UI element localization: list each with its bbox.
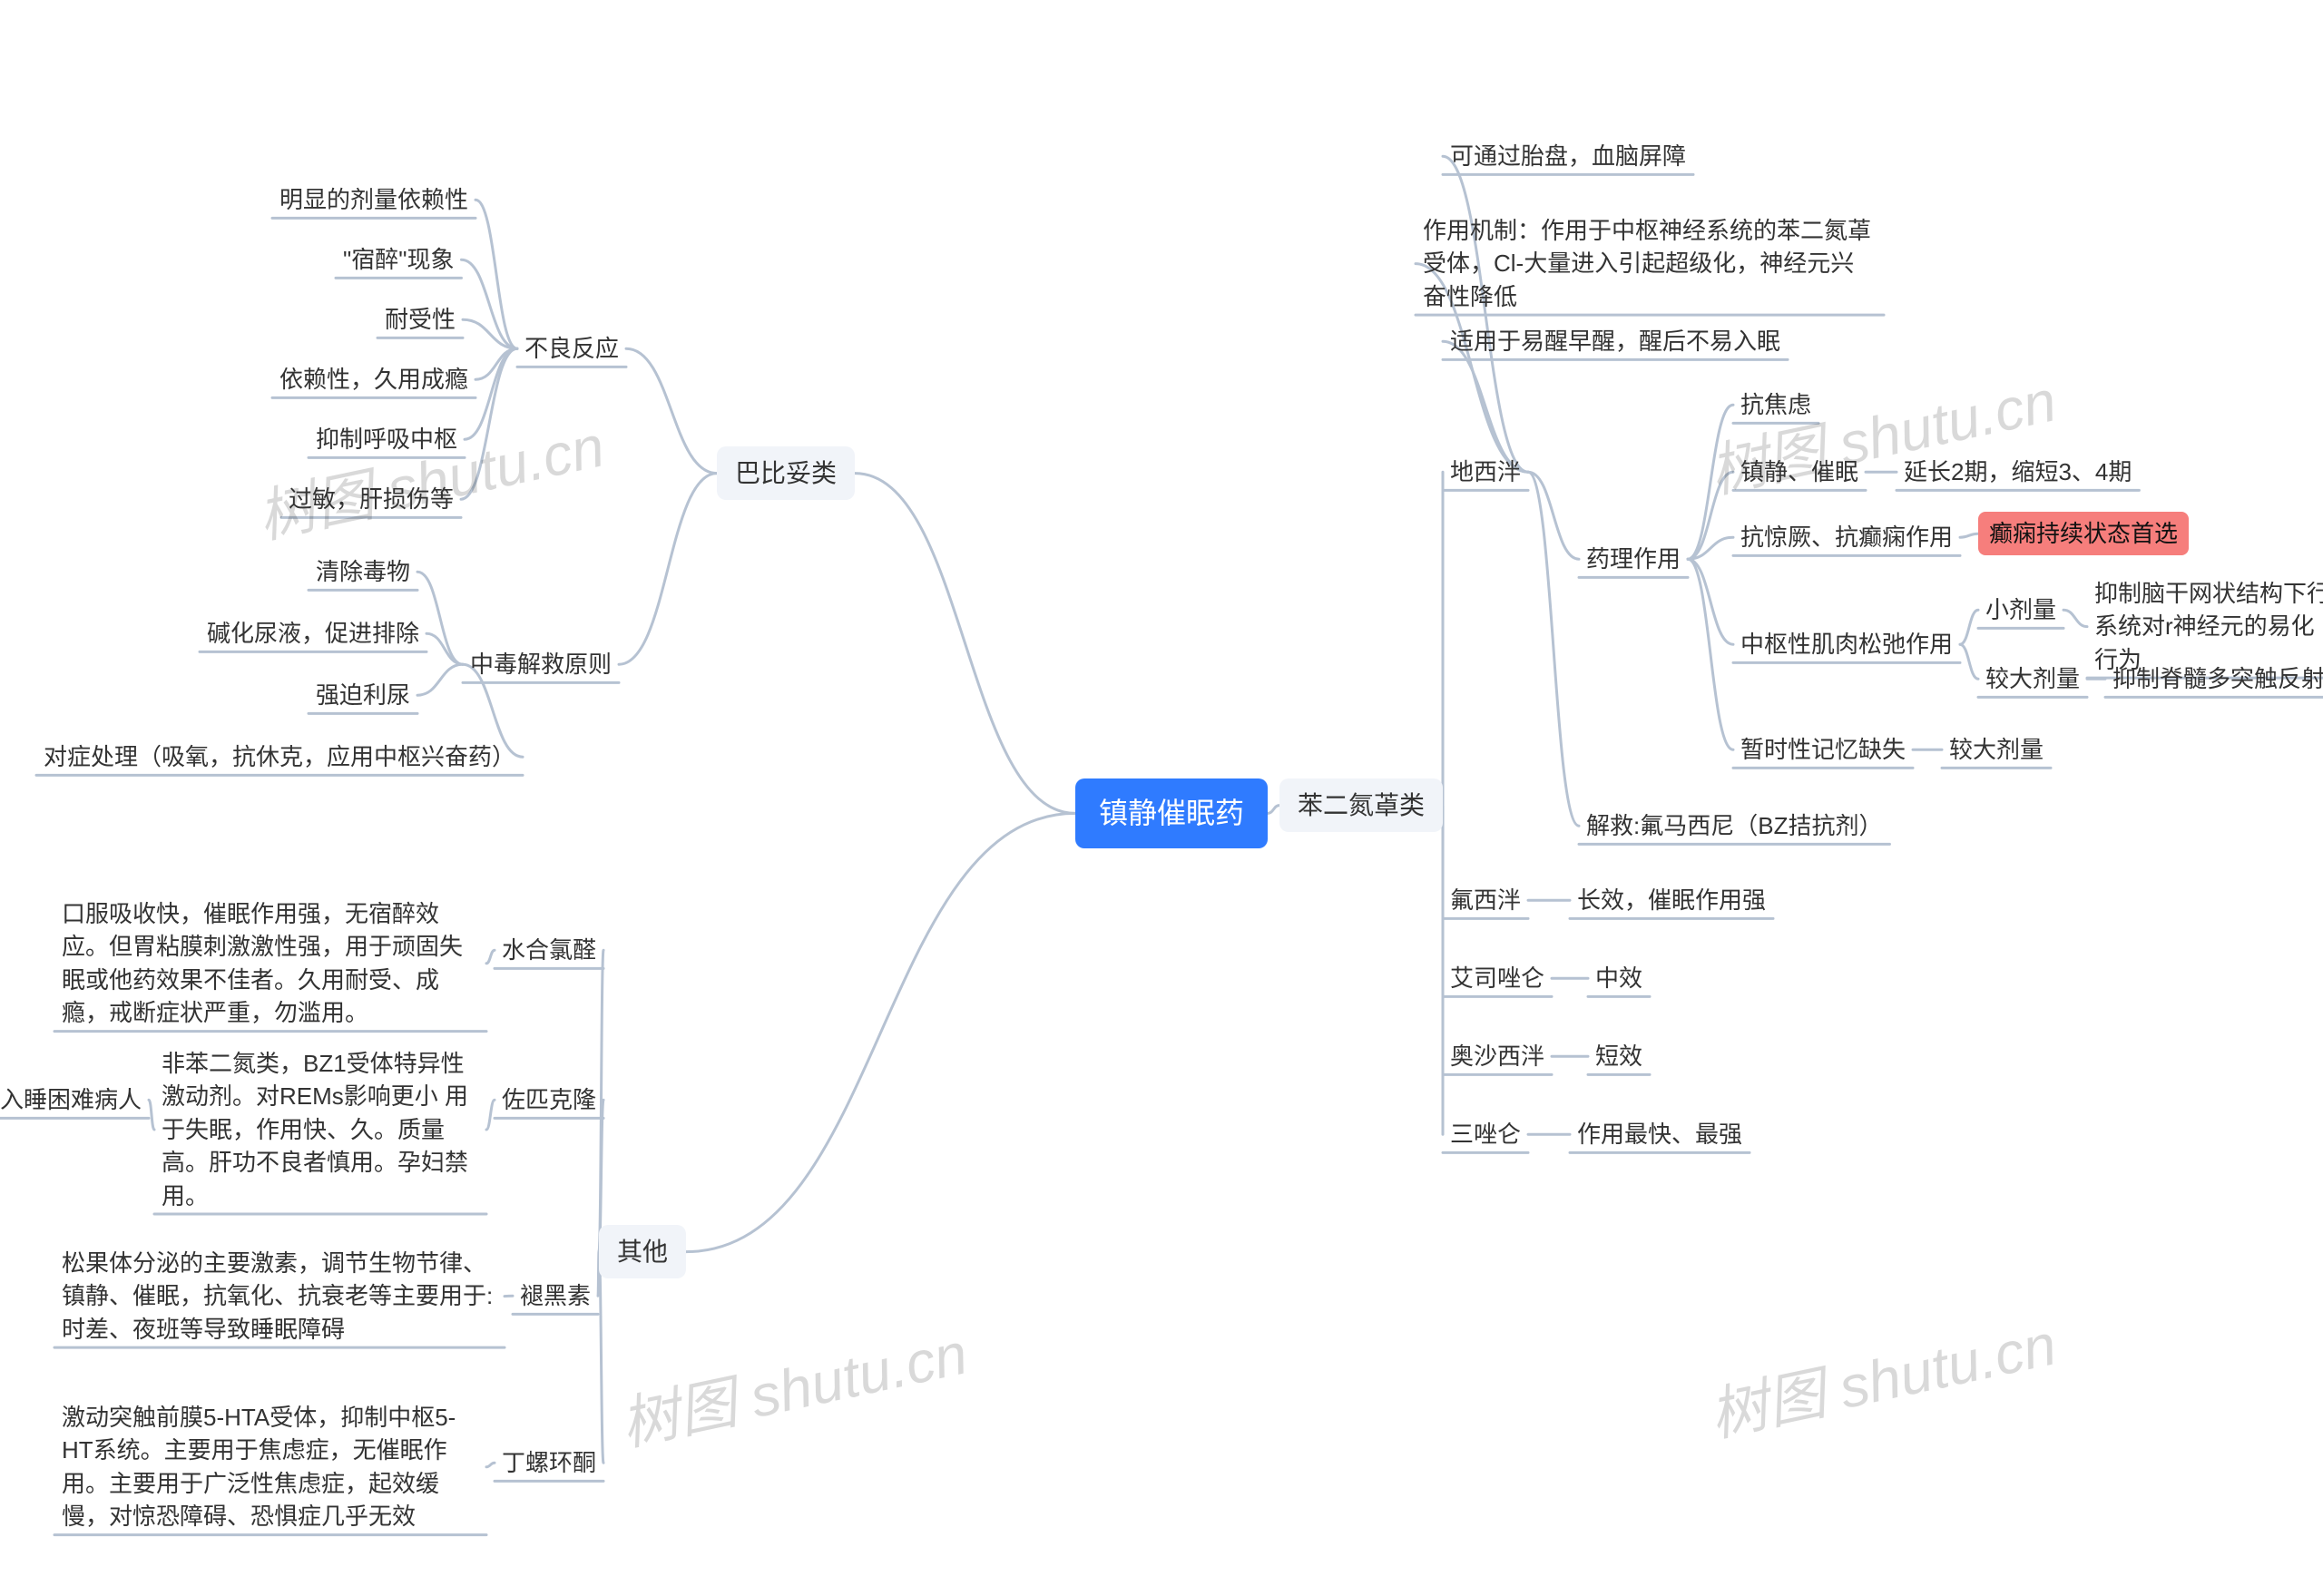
mindmap-stage: 树图 shutu.cn树图 shutu.cn树图 shutu.cn树图 shut…: [0, 0, 2323, 1596]
node-blfy2: "宿醉"现象: [336, 240, 461, 279]
node-dxp1: 可通过胎盘，血脑屏障: [1443, 136, 1693, 176]
node-shlq: 水合氯醛: [495, 930, 603, 970]
node-ascl: 艾司唑仑: [1443, 958, 1552, 998]
node-blfy: 不良反应: [517, 328, 626, 368]
node-ascl_d: 中效: [1588, 958, 1650, 998]
node-fxp_d: 长效，催眠作用强: [1570, 880, 1773, 920]
node-b_qt[interactable]: 其他: [599, 1225, 686, 1278]
node-yl4b: 较大剂量: [1978, 659, 2087, 699]
node-yl3a: 癫痫持续状态首选: [1978, 512, 2189, 555]
node-szl: 三唑仑: [1443, 1114, 1528, 1154]
node-yl4: 中枢性肌肉松弛作用: [1733, 624, 1960, 664]
node-thm: 褪黑素: [513, 1276, 598, 1316]
node-dxp_jj: 解救:氟马西尼（BZ拮抗剂）: [1579, 806, 1889, 846]
node-osxp: 奥沙西泮: [1443, 1036, 1552, 1076]
node-blfy5: 抑制呼吸中枢: [309, 419, 465, 459]
node-shlq_d: 口服吸收快，催眠作用强，无宿醉效应。但胃粘膜刺激激性强，用于顽固失眠或他药效果不…: [54, 894, 486, 1033]
node-zpkl: 佐匹克隆: [495, 1080, 603, 1120]
node-yl4a: 小剂量: [1978, 590, 2063, 630]
node-blfy6: 过敏，肝损伤等: [281, 479, 461, 519]
node-thm_d: 松果体分泌的主要激素，调节生物节律、镇静、催眠，抗氧化、抗衰老等主要用于:时差、…: [54, 1243, 505, 1349]
node-zdjy4: 对症处理（吸氧，抗休克，应用中枢兴奋药）: [36, 737, 523, 777]
node-blfy4: 依赖性，久用成瘾: [272, 359, 475, 399]
node-zpkl_d: 非苯二氮类，BZ1受体特异性激动剂。对REMs影响更小 用于失眠，作用快、久。质…: [154, 1043, 486, 1216]
node-szl_d: 作用最快、最强: [1570, 1114, 1750, 1154]
node-yl5: 暂时性记忆缺失: [1733, 729, 1913, 769]
node-yl2a: 延长2期，缩短3、4期: [1897, 452, 2139, 492]
node-dxp: 地西泮: [1443, 452, 1528, 492]
node-yl4b2: 抑制脊髓多突触反射: [2105, 659, 2323, 699]
node-dxp2: 作用机制：作用于中枢神经系统的苯二氮䓬受体，Cl-大量进入引起超级化，神经元兴奋…: [1416, 211, 1884, 317]
node-osxp_d: 短效: [1588, 1036, 1650, 1076]
node-zdjy3: 强迫利尿: [309, 675, 417, 715]
node-fxp: 氟西泮: [1443, 880, 1528, 920]
node-yl1: 抗焦虑: [1733, 385, 1818, 425]
watermark: 树图 shutu.cn: [613, 1307, 974, 1463]
node-yl3: 抗惊厥、抗癫痫作用: [1733, 517, 1960, 557]
node-zdjy2: 碱化尿液，促进排除: [200, 613, 426, 653]
node-root[interactable]: 镇静催眠药: [1075, 778, 1268, 848]
node-zdjy: 中毒解救原则: [463, 644, 619, 684]
node-dxp3: 适用于易醒早醒，醒后不易入眠: [1443, 321, 1788, 361]
node-yl2: 镇静、催眠: [1733, 452, 1866, 492]
node-ylzy: 药理作用: [1579, 539, 1688, 579]
node-blfy1: 明显的剂量依赖性: [272, 180, 475, 220]
node-zdjy1: 清除毒物: [309, 552, 417, 592]
node-yl5a: 较大剂量: [1942, 729, 2051, 769]
node-dlh: 丁螺环酮: [495, 1443, 603, 1483]
node-blfy3: 耐受性: [377, 299, 463, 339]
node-dlh_d: 激动突触前膜5-HTA受体，抑制中枢5-HT系统。主要用于焦虑症，无催眠作用。主…: [54, 1397, 486, 1537]
node-zpkl_d2: 入睡困难病人: [0, 1080, 149, 1120]
watermark: 树图 shutu.cn: [1701, 1298, 2063, 1454]
node-b_bzd[interactable]: 苯二氮䓬类: [1279, 778, 1443, 832]
node-b_bbl[interactable]: 巴比妥类: [717, 446, 855, 500]
